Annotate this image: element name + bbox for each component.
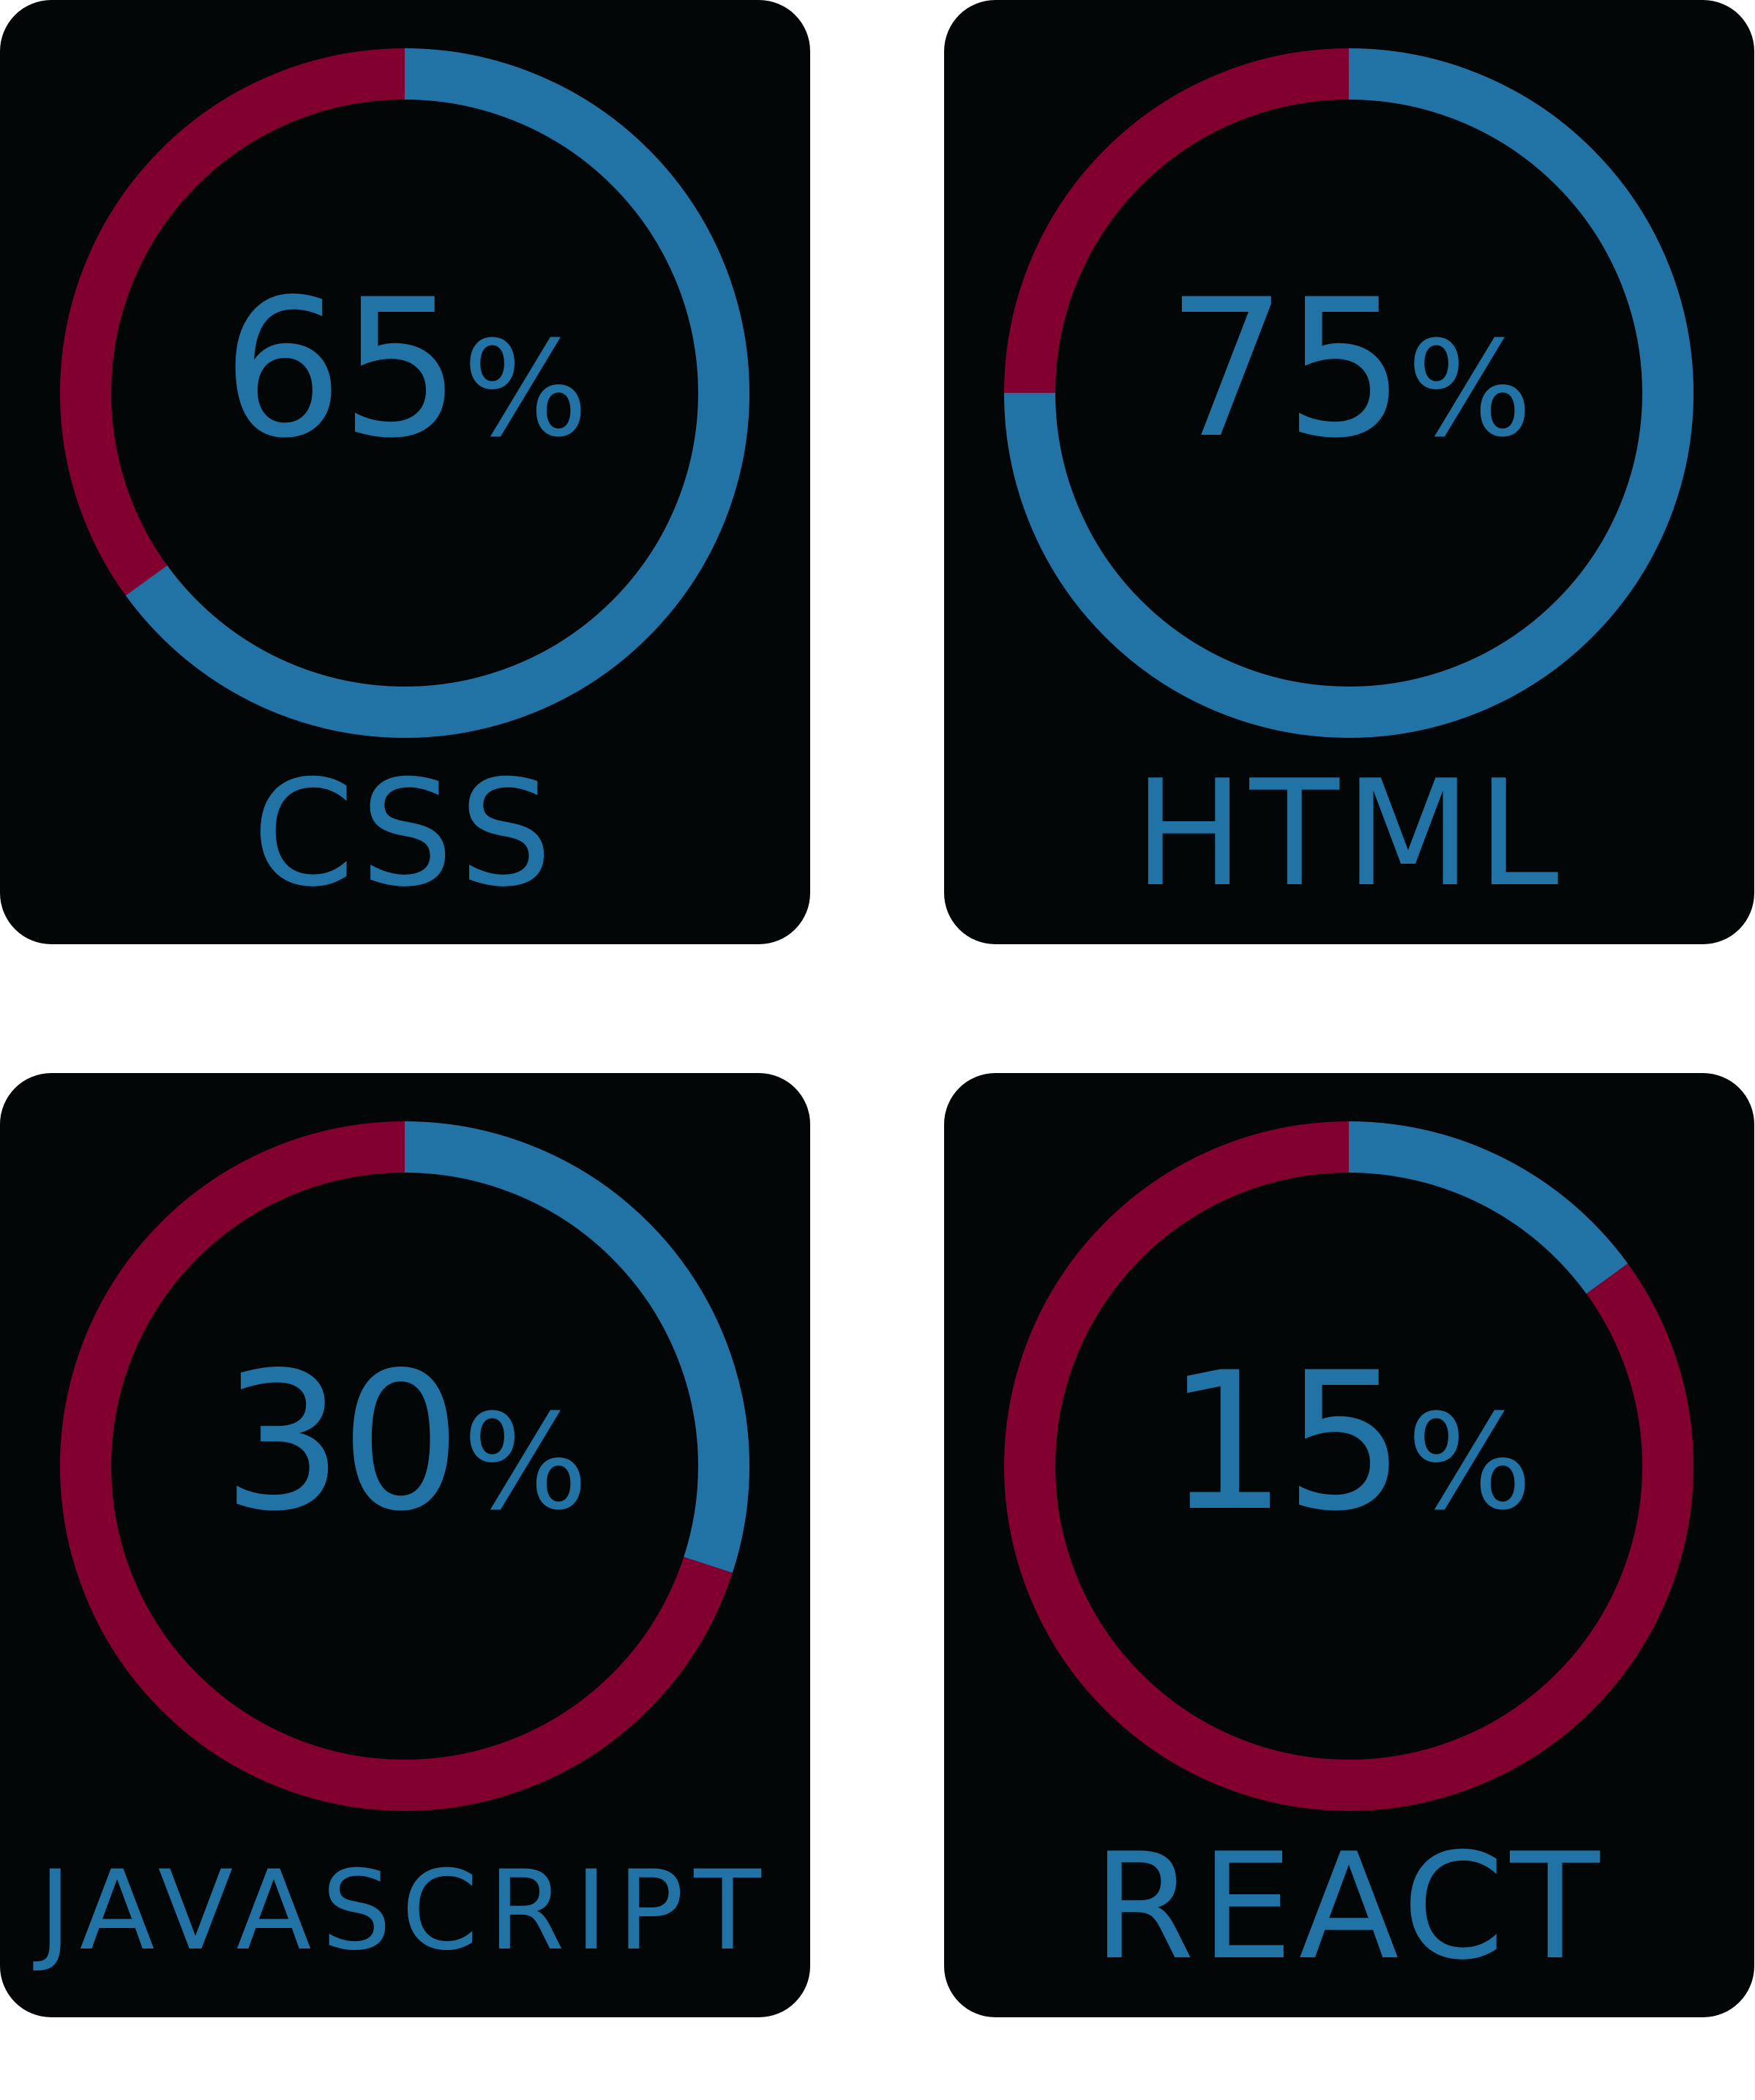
ring-filled-segment	[1004, 1121, 1694, 1811]
percent-sign: %	[1407, 313, 1533, 466]
skill-label: CSS	[252, 749, 558, 919]
progress-ring	[60, 1121, 749, 1811]
percent-readout: 15%	[944, 1348, 1754, 1538]
skill-card-css: 65% CSS	[0, 0, 810, 944]
percent-value: 15	[1166, 1332, 1406, 1553]
progress-ring	[60, 48, 749, 738]
percent-readout: 75%	[944, 274, 1754, 465]
skill-label: REACT	[1093, 1822, 1606, 1992]
skill-label: JAVASCRIPT	[39, 1847, 771, 1975]
skill-card-javascript: 30% JAVASCRIPT	[0, 1073, 810, 2017]
percent-sign: %	[1407, 1386, 1533, 1539]
percent-value: 75	[1166, 259, 1406, 480]
percent-sign: %	[463, 313, 588, 466]
skill-label: HTML	[1134, 749, 1565, 919]
percent-value: 65	[222, 259, 462, 480]
percent-value: 30	[222, 1332, 462, 1553]
progress-ring	[1004, 1121, 1694, 1811]
ring-filled-segment	[60, 48, 749, 738]
percent-readout: 30%	[0, 1348, 810, 1538]
progress-ring	[1004, 48, 1694, 738]
percent-readout: 65%	[0, 274, 810, 465]
percent-sign: %	[463, 1386, 588, 1539]
ring-filled-segment	[60, 1121, 749, 1811]
skill-card-html: 75% HTML	[944, 0, 1754, 944]
skill-card-react: 15% REACT	[944, 1073, 1754, 2017]
ring-filled-segment	[1004, 48, 1694, 738]
